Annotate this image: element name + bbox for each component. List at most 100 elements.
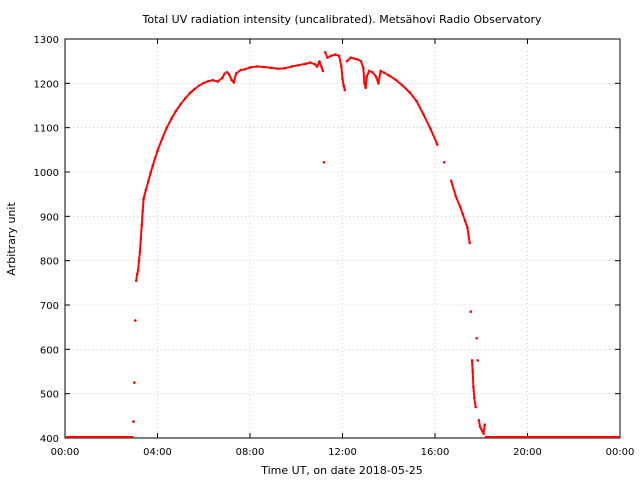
data-point (293, 64, 297, 67)
data-point (140, 232, 143, 235)
x-tick-label: 20:00 (513, 447, 542, 458)
data-point (321, 69, 325, 73)
data-point (483, 427, 486, 430)
data-point (478, 420, 481, 424)
data-point (323, 51, 327, 54)
data-point (365, 80, 368, 83)
data-point (290, 65, 293, 68)
y-tick-labels: 400 500 600 700 800 900 1000 1100 1200 1300 (34, 35, 59, 445)
data-point (459, 208, 463, 211)
data-point (139, 235, 143, 238)
data-point (133, 381, 136, 384)
data-points (132, 51, 487, 435)
data-point (141, 216, 144, 219)
data-point (372, 72, 375, 75)
data-point (264, 66, 267, 69)
data-point (140, 220, 144, 224)
data-point (287, 66, 290, 69)
y-tick-label: 400 (40, 434, 59, 445)
data-point (472, 389, 475, 392)
data-point (460, 209, 463, 212)
data-point (472, 381, 475, 384)
data-point (483, 423, 487, 427)
y-axis-label: Arbitrary unit (5, 202, 18, 276)
data-point (283, 66, 286, 70)
data-point (474, 405, 478, 409)
data-point (299, 63, 302, 66)
data-point (364, 85, 367, 88)
data-point (472, 379, 475, 382)
x-tick-labels: 00:00 04:00 08:00 12:00 16:00 20:00 00:00 (51, 447, 635, 458)
data-point (137, 267, 140, 270)
y-tick-label: 700 (40, 301, 59, 312)
data-point (140, 230, 143, 233)
data-point (194, 86, 198, 90)
data-point (326, 56, 329, 59)
data-point (352, 57, 356, 60)
data-point (379, 69, 382, 73)
y-tick-label: 1300 (34, 35, 59, 46)
x-tick-label: 12:00 (328, 447, 357, 458)
data-point (137, 262, 140, 266)
data-point (375, 77, 378, 80)
data-point (376, 78, 379, 82)
chart-title: Total UV radiation intensity (uncalibrat… (142, 13, 542, 26)
y-tick-label: 900 (40, 212, 59, 223)
data-point (138, 254, 141, 257)
data-point (257, 65, 260, 68)
x-tick-label: 08:00 (236, 447, 265, 458)
data-point (139, 237, 143, 240)
data-point (138, 256, 141, 259)
data-point (285, 66, 288, 69)
data-point (473, 396, 476, 400)
data-point (139, 240, 142, 243)
data-point (248, 66, 252, 69)
y-tick-label: 1200 (34, 79, 59, 90)
data-point (135, 276, 138, 279)
data-point (343, 88, 347, 92)
data-point (471, 365, 474, 368)
data-point (468, 241, 471, 245)
data-point (137, 259, 141, 262)
data-point (475, 336, 478, 340)
data-point (140, 222, 143, 225)
data-point (464, 221, 467, 224)
data-point (471, 373, 474, 376)
data-point (278, 67, 281, 70)
data-point (472, 387, 475, 390)
data-point (472, 382, 475, 386)
data-point (471, 367, 474, 370)
data-point (472, 393, 476, 397)
data-point (273, 67, 276, 70)
data-point (269, 66, 273, 70)
data-point (218, 79, 221, 82)
data-point (470, 360, 474, 364)
data-point (465, 222, 468, 226)
data-point (365, 81, 368, 85)
data-point (462, 216, 466, 219)
data-point (473, 399, 476, 402)
data-point (137, 264, 140, 267)
data-point (228, 75, 232, 78)
data-point (322, 160, 326, 164)
data-point (482, 428, 486, 432)
data-point (471, 376, 475, 379)
data-point (471, 362, 474, 365)
data-point (474, 403, 477, 406)
data-point (361, 63, 364, 66)
data-point (472, 390, 475, 393)
data-point (132, 420, 135, 423)
data-point (141, 214, 144, 217)
data-point (139, 247, 142, 250)
x-tick-label: 00:00 (51, 447, 80, 458)
data-point (365, 78, 368, 81)
data-point (356, 58, 359, 61)
data-point (364, 83, 368, 86)
data-point (280, 67, 283, 70)
data-point (478, 425, 482, 429)
data-point (153, 156, 157, 160)
data-point (139, 245, 142, 248)
data-point (252, 65, 255, 69)
data-point (138, 257, 141, 260)
